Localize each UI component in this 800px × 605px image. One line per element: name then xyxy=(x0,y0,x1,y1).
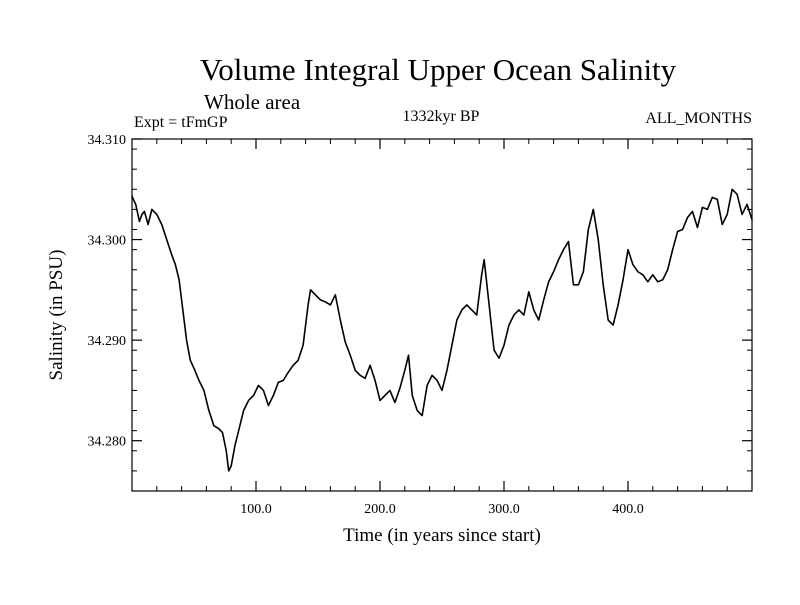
chart-subtitle: Whole area xyxy=(204,90,301,114)
x-tick-label: 300.0 xyxy=(488,502,520,517)
x-tick-label: 200.0 xyxy=(364,502,396,517)
y-tick-label: 34.310 xyxy=(88,133,127,148)
experiment-label: Expt = tFmGP xyxy=(134,114,228,131)
chart-title: Volume Integral Upper Ocean Salinity xyxy=(200,52,677,87)
y-tick-label: 34.300 xyxy=(88,234,127,249)
period-label: 1332kyr BP xyxy=(403,108,480,125)
axes-layer: 100.0 200.0 300.0 400.0 34.280 34.290 34.300 34… xyxy=(88,133,752,517)
y-tick-label: 34.290 xyxy=(88,334,127,349)
months-label: ALL_MONTHS xyxy=(645,110,752,127)
series-line-salinity xyxy=(131,188,753,472)
x-axis-label: Time (in years since start) xyxy=(343,525,541,546)
series-layer xyxy=(131,188,753,472)
y-tick-label: 34.280 xyxy=(88,435,127,450)
x-tick-label: 100.0 xyxy=(240,502,272,517)
plot-frame xyxy=(131,138,753,492)
y-axis-label: Salinity (in PSU) xyxy=(46,250,67,381)
x-tick-label: 400.0 xyxy=(612,502,644,517)
